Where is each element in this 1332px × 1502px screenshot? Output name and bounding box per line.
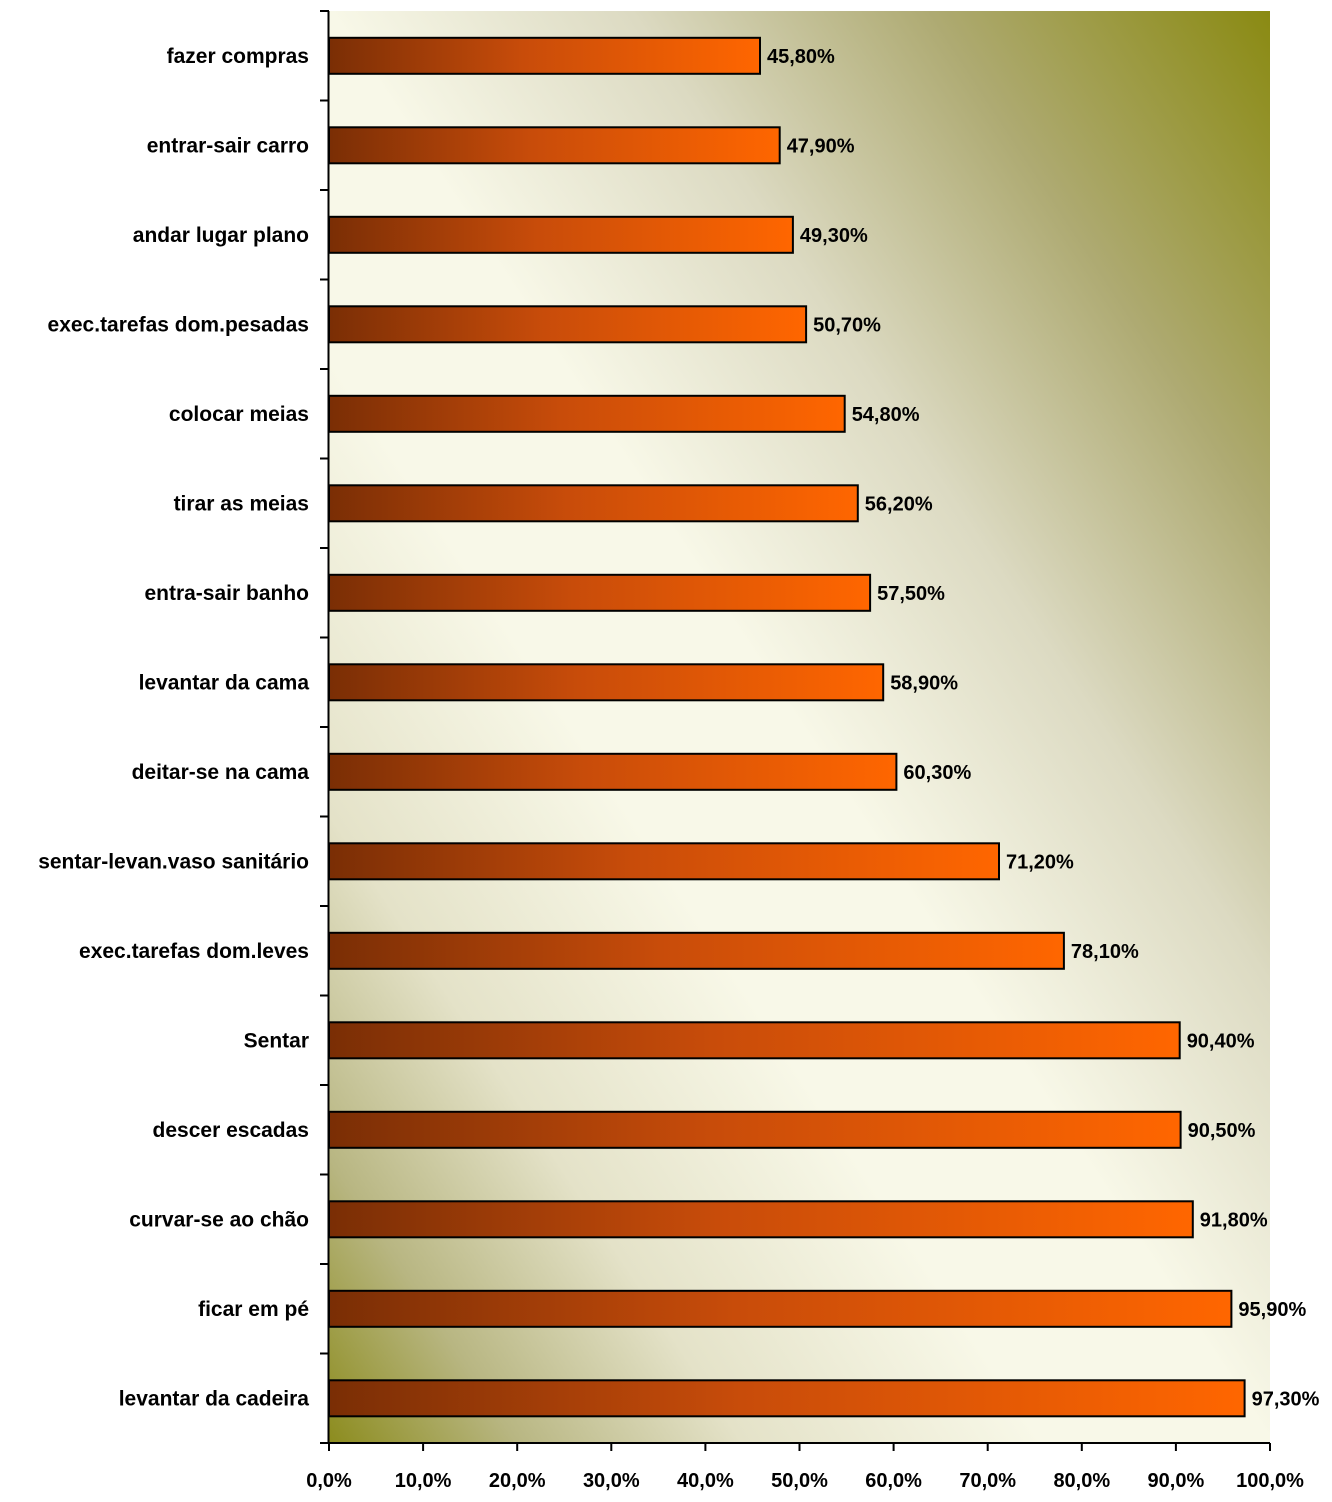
category-label-6: entra-sair banho [144,582,309,605]
bar-4 [328,394,846,433]
x-tick-label-3: 30,0% [583,1470,640,1492]
data-label-15: 97,30% [1252,1388,1320,1410]
x-tick-label-6: 60,0% [865,1470,922,1492]
data-label-7: 58,90% [890,672,958,694]
bars-layer [328,36,1246,1418]
bar-8 [328,752,898,791]
bar-6 [328,573,872,612]
bar-0 [328,36,761,75]
x-tick-label-10: 100,0% [1236,1470,1304,1492]
bar-12 [328,1110,1182,1149]
category-label-9: sentar-levan.vaso sanitário [38,850,309,873]
category-label-7: levantar da cama [139,671,310,694]
x-tick-label-7: 70,0% [959,1470,1016,1492]
category-label-5: tirar as meias [174,492,309,515]
x-tick-label-1: 10,0% [395,1470,452,1492]
category-label-11: Sentar [244,1029,309,1052]
data-label-1: 47,90% [787,135,855,157]
bar-9 [328,842,1000,881]
bar-1 [328,126,781,165]
data-label-12: 90,50% [1188,1120,1256,1142]
category-label-10: exec.tarefas dom.leves [79,940,309,963]
x-tick-label-5: 50,0% [771,1470,828,1492]
x-tick-label-2: 20,0% [489,1470,546,1492]
data-label-8: 60,30% [903,762,971,784]
x-tick-label-8: 80,0% [1053,1470,1110,1492]
bar-10 [328,931,1065,970]
category-label-12: descer escadas [153,1119,309,1142]
category-label-2: andar lugar plano [133,224,309,247]
category-label-4: colocar meias [169,403,309,426]
data-label-5: 56,20% [865,493,933,515]
data-label-11: 90,40% [1187,1030,1255,1052]
category-label-15: levantar da cadeira [119,1387,310,1410]
bar-7 [328,663,885,702]
category-label-14: ficar em pé [198,1298,309,1321]
data-label-2: 49,30% [800,225,868,247]
category-label-0: fazer compras [167,45,309,68]
x-tick-label-4: 40,0% [677,1470,734,1492]
bar-11 [328,1021,1181,1060]
data-label-4: 54,80% [852,404,920,426]
category-label-1: entrar-sair carro [147,134,309,157]
data-label-6: 57,50% [877,583,945,605]
data-label-0: 45,80% [767,46,835,68]
labels-layer: 45,80% fazer compras 47,90% entrar-sair car… [38,45,1319,1411]
data-label-3: 50,70% [813,314,881,336]
bar-15 [328,1379,1246,1418]
category-label-13: curvar-se ao chão [129,1208,309,1231]
category-label-8: deitar-se na cama [132,761,310,784]
bar-5 [328,484,859,523]
axes-layer: 0,0% 10,0% 20,0% 30,0% 40,0% 50,0% 60,0% 70,0% 8… [306,10,1304,1492]
category-label-3: exec.tarefas dom.pesadas [48,313,309,336]
data-label-14: 95,90% [1238,1299,1306,1321]
data-label-10: 78,10% [1071,941,1139,963]
data-label-13: 91,80% [1200,1209,1268,1231]
x-tick-label-0: 0,0% [306,1470,352,1492]
data-label-9: 71,20% [1006,851,1074,873]
bar-13 [328,1200,1194,1239]
bar-3 [328,305,808,344]
bar-2 [328,215,794,254]
x-tick-label-9: 90,0% [1148,1470,1205,1492]
bar-14 [328,1289,1233,1328]
